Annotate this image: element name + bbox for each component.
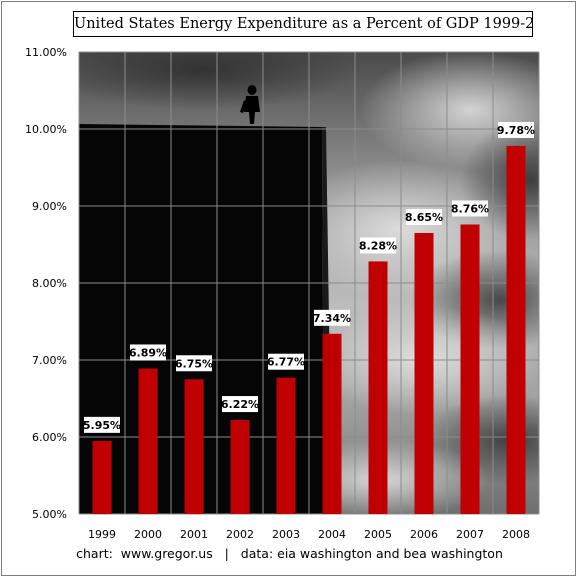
bar-2006 [414, 232, 434, 514]
x-tick-label-2001: 2001 [180, 528, 208, 541]
data-label-bg [176, 355, 212, 372]
data-label-2000: 6.89% [129, 346, 167, 359]
bars [92, 145, 526, 515]
y-tick-label: 6.00% [32, 431, 67, 444]
data-label-2002: 6.22% [221, 398, 259, 411]
bar-2001 [184, 379, 204, 514]
chart-title: United States Energy Expenditure as a Pe… [73, 11, 533, 37]
y-tick-label: 9.00% [32, 200, 67, 213]
y-tick-label: 8.00% [32, 277, 67, 290]
data-label-2001: 6.75% [175, 357, 213, 370]
bar-2007 [460, 224, 480, 515]
bar-2004 [322, 333, 342, 514]
x-tick-label-2000: 2000 [134, 528, 162, 541]
data-label-2005: 8.28% [359, 239, 397, 252]
y-tick-label: 5.00% [32, 508, 67, 521]
data-label-2007: 8.76% [451, 202, 489, 215]
bar-2005 [368, 261, 388, 514]
x-tick-label-1999: 1999 [88, 528, 116, 541]
data-label-bg [222, 396, 258, 413]
data-label-2003: 6.77% [267, 356, 305, 369]
y-tick-label: 7.00% [32, 354, 67, 367]
data-label-bg [314, 309, 350, 326]
x-tick-label-2004: 2004 [318, 528, 346, 541]
data-label-2004: 7.34% [313, 312, 351, 325]
data-label-2008: 9.78% [497, 124, 535, 137]
data-label-2006: 8.65% [405, 211, 443, 224]
bar-2002 [230, 420, 250, 514]
x-tick-label-2006: 2006 [410, 528, 438, 541]
y-tick-label: 11.00% [25, 46, 67, 59]
x-tick-label-2003: 2003 [272, 528, 300, 541]
x-tick-label-2002: 2002 [226, 528, 254, 541]
data-label-bg [360, 237, 396, 254]
x-tick-label-2005: 2005 [364, 528, 392, 541]
chart-footer: chart: www.gregor.us | data: eia washing… [76, 546, 503, 561]
bar-2003 [276, 377, 296, 514]
data-label-bg [130, 344, 166, 361]
data-labels: 5.95% 6.89% 6.75% 6.22% 6.77% 7.34% 8.28% 8.65%… [83, 121, 535, 433]
data-label-bg [498, 121, 534, 138]
bar-2008 [506, 145, 526, 514]
data-label-bg [84, 416, 120, 433]
data-label-bg [452, 200, 488, 217]
data-label-bg [406, 208, 442, 225]
y-tick-label: 10.00% [25, 123, 67, 136]
data-label-1999: 5.95% [83, 419, 121, 432]
figure-silhouette [240, 85, 260, 124]
bar-1999 [92, 440, 112, 514]
data-label-bg [268, 353, 304, 370]
x-axis: 1999 2000 2001 2002 2003 2004 2005 2006 2007 2008 [88, 528, 530, 541]
y-axis: 5.00% 6.00% 7.00% 8.00% 9.00% 10.00% 11.00% [25, 46, 67, 521]
bar-2000 [138, 368, 158, 514]
x-tick-label-2007: 2007 [456, 528, 484, 541]
x-tick-label-2008: 2008 [502, 528, 530, 541]
